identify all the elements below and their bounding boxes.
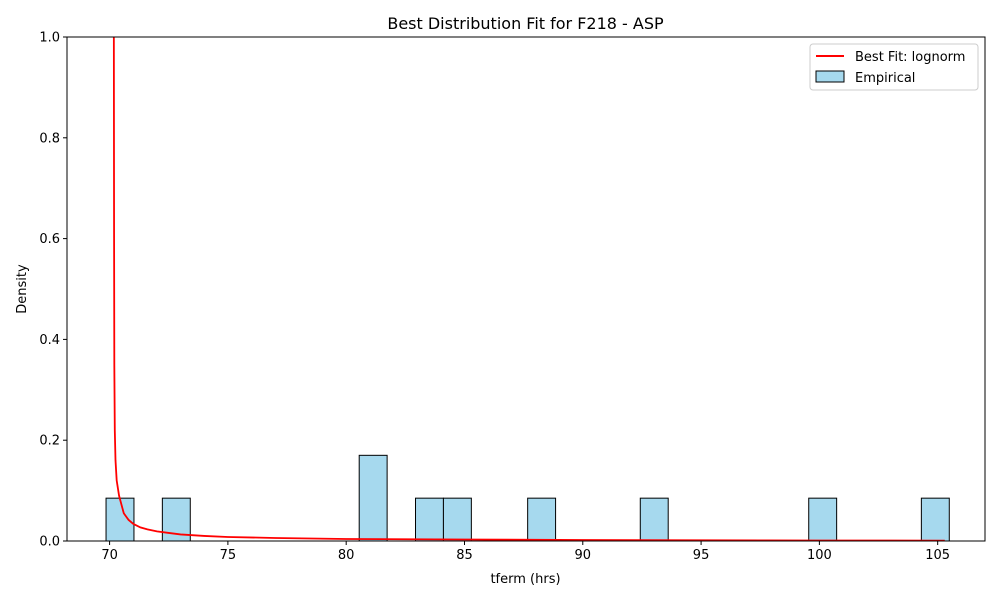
- x-tick-label: 70: [101, 548, 118, 563]
- histogram-bars: [105, 454, 950, 542]
- histogram-bar-7: [808, 497, 838, 542]
- y-axis-label: Density: [15, 264, 30, 314]
- y-tick-label: 0.2: [39, 434, 60, 449]
- x-tick-label: 85: [456, 548, 473, 563]
- histogram-bar-2: [358, 454, 388, 542]
- y-tick-label: 0.6: [39, 232, 60, 247]
- plot-frame: [66, 36, 986, 542]
- legend-histogram-label: Empirical: [855, 71, 915, 86]
- x-tick-label: 80: [338, 548, 355, 563]
- histogram-bar-0: [105, 497, 135, 542]
- x-axis-label: tferm (hrs): [490, 572, 560, 587]
- y-tick-label: 1.0: [39, 31, 60, 46]
- fit-line-layer: [112, 36, 945, 542]
- histogram-bar-4: [442, 497, 472, 542]
- x-tick-label: 105: [925, 548, 950, 563]
- histogram-bar-8: [920, 497, 950, 542]
- histogram-bar-3: [415, 497, 444, 542]
- histogram-bar-5: [527, 497, 557, 542]
- y-tick-label: 0.0: [39, 535, 60, 550]
- x-tick-label: 95: [693, 548, 710, 563]
- y-tick-label: 0.8: [39, 131, 60, 146]
- y-axis-ticks: 0.0 0.2 0.4 0.6 0.8 1.0: [39, 31, 67, 550]
- x-axis-ticks: 70 75 80 85 90 95 100 105: [101, 541, 950, 563]
- fit-line: [112, 36, 945, 542]
- legend-fit-line-label: Best Fit: lognorm: [855, 50, 965, 65]
- x-tick-label: 100: [807, 548, 832, 563]
- legend: Best Fit: lognorm Empirical: [809, 43, 979, 91]
- x-tick-label: 75: [220, 548, 237, 563]
- legend-box: [809, 43, 979, 91]
- legend-histogram-swatch: [815, 70, 845, 83]
- histogram-bar-6: [639, 497, 669, 542]
- y-tick-label: 0.4: [39, 333, 60, 348]
- chart-title: Best Distribution Fit for F218 - ASP: [387, 14, 664, 33]
- x-tick-label: 90: [575, 548, 592, 563]
